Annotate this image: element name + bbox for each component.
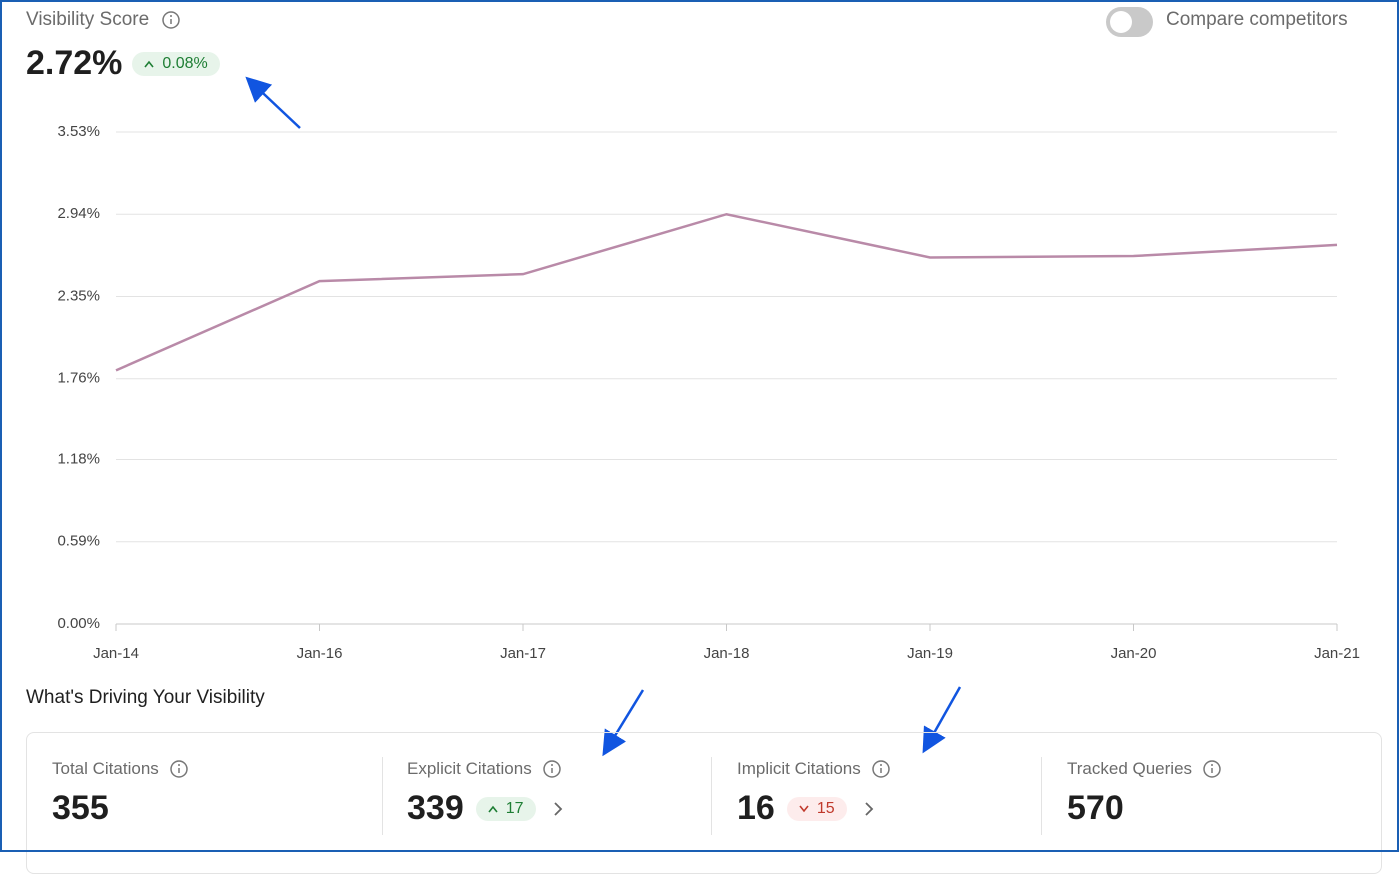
card-label-row: Tracked Queries [1067,759,1222,779]
title-text: Visibility Score [26,9,150,30]
x-tick-label: Jan-14 [93,645,139,662]
section-title: What's Driving Your Visibility [26,687,265,708]
y-tick-label: 2.94% [57,205,100,222]
metric-card: Implicit Citations 16 15 [737,759,891,828]
metric-card: Tracked Queries 570 [1067,759,1222,828]
toggle-label[interactable]: Compare competitors [1166,9,1348,30]
expand-chevron[interactable] [552,801,564,817]
card-label-row: Total Citations [52,759,189,779]
info-icon[interactable] [542,759,562,779]
metric-value-row: 2.72% 0.08% [26,44,220,83]
change-badge: 15 [786,796,847,821]
card-value: 16 [737,789,775,827]
x-tick-label: Jan-17 [500,645,546,662]
card-value: 339 [407,789,464,827]
chart: 0.00% 0.59% 1.18% 1.76% 2.35% 2.94% 3.53% Jan-1… [57,76,1360,757]
annotation-arrow [245,76,301,129]
card-label: Implicit Citations [737,759,861,778]
y-tick-label: 0.00% [57,615,100,632]
card-value-row: 355 [52,789,189,828]
change-badge: 0.08% [132,51,220,76]
metric-title: Visibility Score [26,9,181,31]
metric-card: Explicit Citations 339 17 [407,759,564,828]
info-icon[interactable] [1202,759,1222,779]
x-tick-label: Jan-19 [907,645,953,662]
info-icon[interactable] [871,759,891,779]
change-text: 17 [505,799,524,817]
card-value: 355 [52,789,109,827]
info-icon[interactable] [169,759,189,779]
change-text: 15 [816,799,835,817]
card-value: 570 [1067,789,1124,827]
x-tick-label: Jan-16 [297,645,343,662]
toggle[interactable] [1106,7,1153,37]
y-tick-label: 1.76% [57,370,100,387]
y-tick-label: 0.59% [57,533,100,550]
card-label-row: Explicit Citations [407,759,564,779]
metric-card: Total Citations 355 [52,759,189,828]
change-badge: 17 [475,796,536,821]
annotation-arrow [602,689,645,757]
series-line [115,212,1338,372]
y-tick-label: 3.53% [57,123,100,140]
card-value-row: 339 17 [407,789,564,828]
card-label-row: Implicit Citations [737,759,891,779]
y-tick-label: 2.35% [57,287,100,304]
expand-chevron[interactable] [863,801,875,817]
x-tick-label: Jan-18 [704,645,750,662]
change-text: 0.08% [162,54,208,72]
x-tick-label: Jan-21 [1314,645,1360,662]
cards: Total Citations 355 Explicit Citations 339 1… [26,732,1382,874]
annotation-arrow [922,686,962,754]
card-value-row: 570 [1067,789,1222,828]
info-icon[interactable] [161,10,181,30]
card-label: Tracked Queries [1067,759,1193,778]
card-label: Explicit Citations [407,759,532,778]
metric-value: 2.72% [26,44,123,82]
x-tick-label: Jan-20 [1111,645,1157,662]
card-value-row: 16 15 [737,789,891,828]
card-label: Total Citations [52,759,159,778]
y-tick-label: 1.18% [57,451,100,468]
